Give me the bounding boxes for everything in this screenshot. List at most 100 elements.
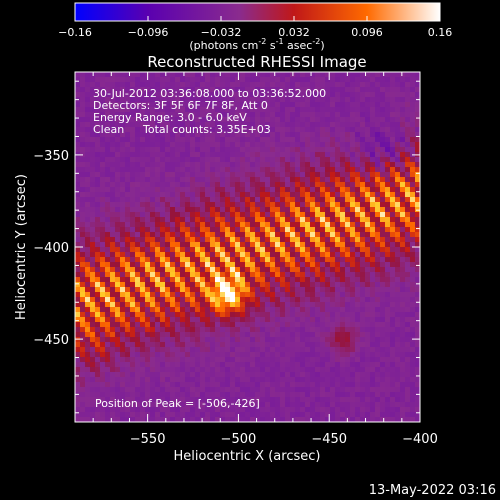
heatmap-cell <box>230 147 235 152</box>
heatmap-cell <box>320 337 325 342</box>
heatmap-cell <box>405 127 410 132</box>
heatmap-cell <box>375 77 380 82</box>
heatmap-cell <box>200 287 205 292</box>
heatmap-cell <box>95 297 100 302</box>
heatmap-cell <box>270 147 275 152</box>
heatmap-cell <box>335 247 340 252</box>
heatmap-cell <box>285 297 290 302</box>
heatmap-cell <box>295 397 300 402</box>
heatmap-cell <box>250 337 255 342</box>
heatmap-cell <box>415 192 420 197</box>
heatmap-cell <box>290 147 295 152</box>
heatmap-cell <box>350 227 355 232</box>
heatmap-cell <box>375 167 380 172</box>
heatmap-cell <box>190 107 195 112</box>
heatmap-cell <box>180 122 185 127</box>
heatmap-cell <box>140 207 145 212</box>
heatmap-cell <box>395 237 400 242</box>
heatmap-cell <box>230 357 235 362</box>
heatmap-cell <box>340 407 345 412</box>
heatmap-cell <box>405 72 410 77</box>
heatmap-cell <box>210 182 215 187</box>
heatmap-cell <box>160 332 165 337</box>
heatmap-cell <box>190 137 195 142</box>
heatmap-cell <box>290 352 295 357</box>
heatmap-cell <box>120 237 125 242</box>
heatmap-cell <box>410 167 415 172</box>
heatmap-cell <box>135 327 140 332</box>
heatmap-cell <box>335 372 340 377</box>
heatmap-cell <box>210 262 215 267</box>
heatmap-cell <box>380 252 385 257</box>
heatmap-cell <box>145 352 150 357</box>
heatmap-cell <box>290 92 295 97</box>
heatmap-cell <box>260 267 265 272</box>
heatmap-cell <box>360 102 365 107</box>
heatmap-cell <box>90 407 95 412</box>
heatmap-cell <box>270 237 275 242</box>
heatmap-cell <box>345 202 350 207</box>
heatmap-cell <box>235 112 240 117</box>
heatmap-cell <box>180 112 185 117</box>
heatmap-cell <box>255 152 260 157</box>
heatmap-cell <box>145 362 150 367</box>
heatmap-cell <box>380 142 385 147</box>
heatmap-cell <box>415 382 420 387</box>
heatmap-cell <box>315 387 320 392</box>
heatmap-cell <box>390 227 395 232</box>
heatmap-cell <box>145 202 150 207</box>
heatmap-cell <box>185 362 190 367</box>
heatmap-cell <box>220 192 225 197</box>
heatmap-cell <box>335 142 340 147</box>
heatmap-cell <box>100 297 105 302</box>
heatmap-cell <box>250 382 255 387</box>
heatmap-cell <box>115 182 120 187</box>
heatmap-cell <box>395 192 400 197</box>
heatmap-cell <box>260 237 265 242</box>
heatmap-cell <box>150 232 155 237</box>
heatmap-cell <box>410 307 415 312</box>
heatmap-cell <box>395 92 400 97</box>
heatmap-cell <box>210 127 215 132</box>
heatmap-cell <box>405 417 410 422</box>
heatmap-cell <box>185 222 190 227</box>
heatmap-cell <box>320 377 325 382</box>
heatmap-cell <box>195 282 200 287</box>
heatmap-cell <box>260 282 265 287</box>
heatmap-cell <box>300 177 305 182</box>
heatmap-cell <box>225 192 230 197</box>
heatmap-cell <box>355 332 360 337</box>
heatmap-cell <box>395 302 400 307</box>
heatmap-cell <box>385 107 390 112</box>
heatmap-cell <box>350 377 355 382</box>
heatmap-cell <box>135 417 140 422</box>
heatmap-cell <box>275 257 280 262</box>
heatmap-cell <box>285 337 290 342</box>
heatmap-cell <box>315 172 320 177</box>
heatmap-cell <box>375 112 380 117</box>
heatmap-cell <box>80 307 85 312</box>
heatmap-cell <box>180 212 185 217</box>
heatmap-cell <box>385 72 390 77</box>
heatmap-cell <box>175 287 180 292</box>
heatmap-cell <box>150 137 155 142</box>
heatmap-cell <box>145 277 150 282</box>
heatmap-cell <box>270 97 275 102</box>
heatmap-cell <box>380 182 385 187</box>
heatmap-cell <box>290 197 295 202</box>
heatmap-cell <box>260 162 265 167</box>
heatmap-cell <box>225 342 230 347</box>
heatmap-cell <box>325 157 330 162</box>
heatmap-cell <box>110 377 115 382</box>
heatmap-cell <box>280 382 285 387</box>
heatmap-cell <box>105 327 110 332</box>
heatmap-cell <box>305 282 310 287</box>
heatmap-cell <box>355 372 360 377</box>
heatmap-cell <box>85 252 90 257</box>
heatmap-cell <box>330 272 335 277</box>
heatmap-cell <box>105 82 110 87</box>
heatmap-cell <box>330 142 335 147</box>
heatmap-cell <box>130 152 135 157</box>
heatmap-cell <box>375 362 380 367</box>
heatmap-cell <box>415 402 420 407</box>
